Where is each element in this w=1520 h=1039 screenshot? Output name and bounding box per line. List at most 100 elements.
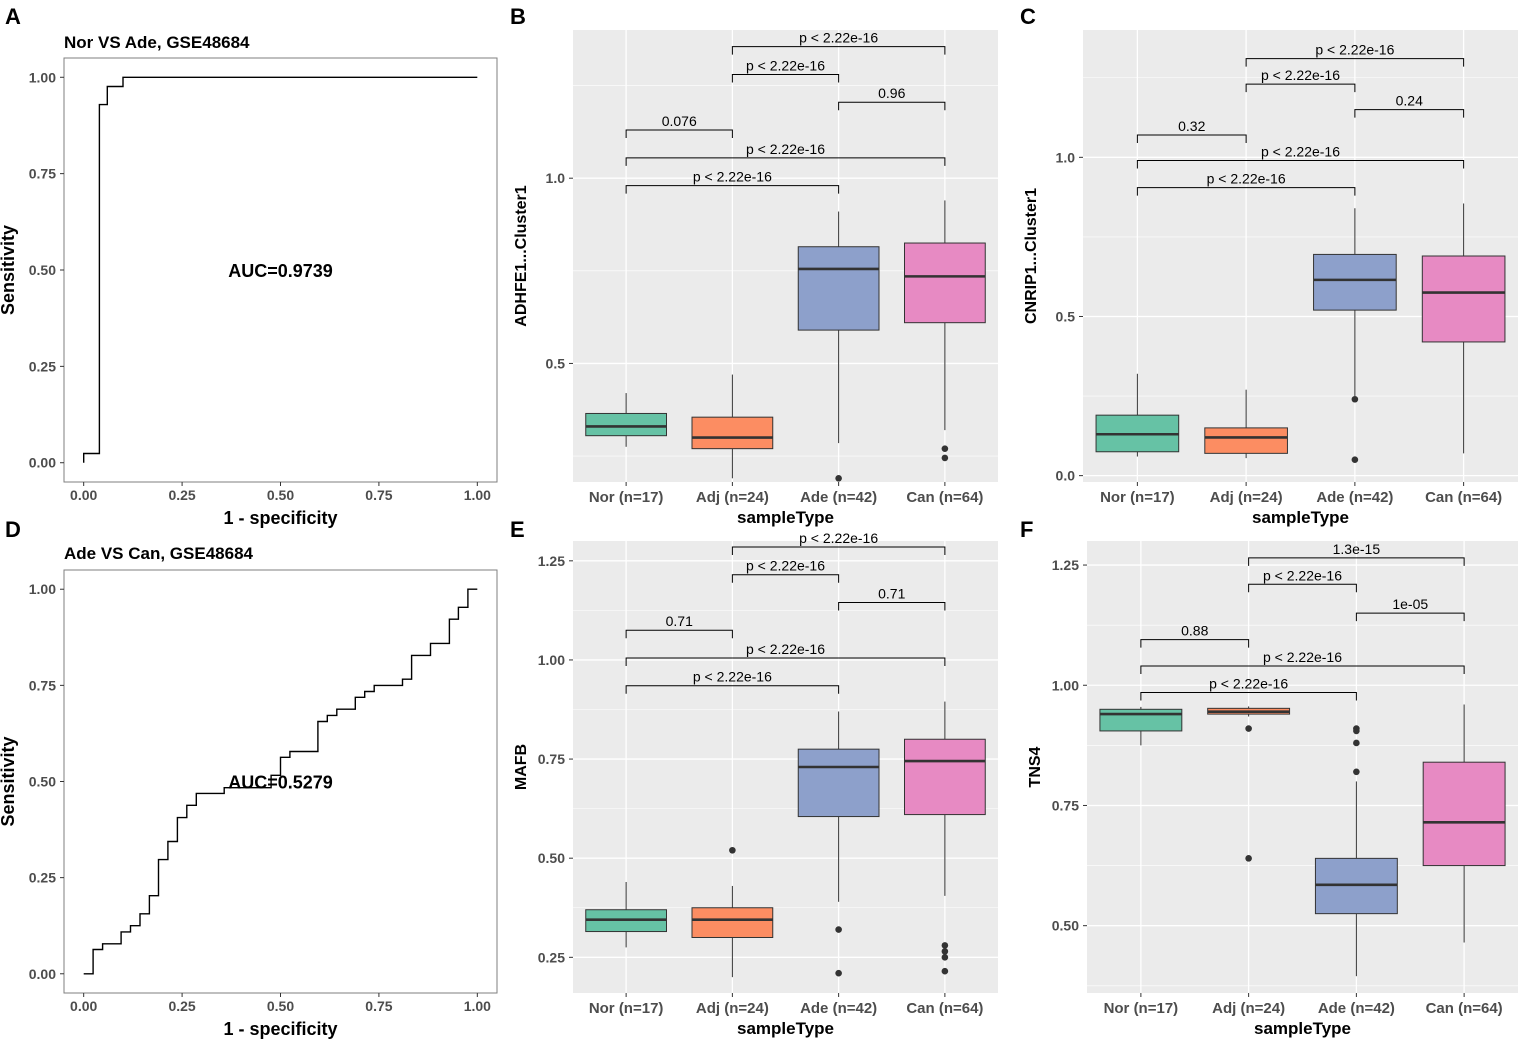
box-2 <box>691 846 774 978</box>
y-tick-label: 1.00 <box>538 652 565 668</box>
x-tick-label: 0.00 <box>70 998 97 1014</box>
comparison-bracket: 0.71 <box>625 613 733 639</box>
p-value-label: 0.71 <box>666 613 693 629</box>
box-3 <box>1313 208 1397 464</box>
p-value-label: p < 2.22e-16 <box>746 141 825 157</box>
bracket-line <box>731 73 840 83</box>
x-tick-label: Adj (n=24) <box>1212 1000 1285 1017</box>
box-3 <box>797 211 880 482</box>
y-tick-label: 1.25 <box>1052 557 1079 573</box>
box-4 <box>1422 704 1506 943</box>
bracket-line <box>1136 160 1465 169</box>
outlier-point <box>835 926 842 933</box>
y-axis-title: ADHFE1...Cluster1 <box>513 185 530 326</box>
box-body <box>1422 761 1506 867</box>
y-axis-title: Sensitivity <box>0 225 18 315</box>
x-tick-label: 1.00 <box>464 998 491 1014</box>
y-tick-label: 1.0 <box>1056 149 1076 165</box>
p-value-label: p < 2.22e-16 <box>799 530 878 546</box>
outlier-point <box>941 948 949 955</box>
bracket-line <box>1248 583 1357 593</box>
box-1 <box>1095 373 1180 457</box>
comparison-bracket: p < 2.22e-16 <box>731 30 946 55</box>
outlier-point <box>941 942 949 949</box>
outlier-point <box>941 967 949 975</box>
box-body <box>797 246 880 331</box>
box-body <box>904 738 986 816</box>
box-2 <box>691 374 774 479</box>
x-tick-label: 0.75 <box>365 487 392 503</box>
box-2 <box>1207 706 1291 862</box>
p-value-label: p < 2.22e-16 <box>1315 42 1394 58</box>
panel-label: E <box>510 517 525 542</box>
panel-e: E 0.25 0.50 0.75 1.00 1.25 p < 2.22e-16 p < 2.2… <box>510 517 998 1038</box>
x-tick-label: Ade (n=42) <box>1318 1000 1395 1017</box>
comparison-bracket: 0.24 <box>1354 93 1465 118</box>
box-3 <box>797 711 880 977</box>
comparison-bracket: p < 2.22e-16 <box>1140 675 1357 701</box>
y-tick-label: 0.75 <box>538 751 565 767</box>
y-tick-label: 0.00 <box>29 455 56 471</box>
y-tick-label: 0.0 <box>1056 468 1076 484</box>
auc-annotation: AUC=0.9739 <box>228 261 333 281</box>
x-tick-label: Nor (n=17) <box>589 489 664 506</box>
plot-frame <box>63 57 498 483</box>
y-tick-label: 0.5 <box>1056 308 1076 324</box>
box-2 <box>1204 389 1288 459</box>
outlier-point <box>835 969 842 977</box>
box-1 <box>585 881 667 948</box>
box-1 <box>585 393 667 447</box>
bracket-line <box>625 685 840 694</box>
outlier-point <box>835 474 842 482</box>
comparison-bracket: p < 2.22e-16 <box>1245 42 1465 67</box>
bracket-line <box>1245 83 1356 93</box>
bracket-line <box>1136 134 1247 144</box>
outlier-point <box>1353 727 1360 735</box>
outlier-point <box>941 954 949 961</box>
outlier-point <box>1245 855 1252 862</box>
bracket-line <box>1245 58 1465 67</box>
roc-curve <box>83 76 478 463</box>
x-tick-label: Can (n=64) <box>906 1000 983 1017</box>
p-value-label: 1.3e-15 <box>1333 541 1381 557</box>
box-4 <box>904 701 986 975</box>
panel-c: C 0.0 0.5 1.0 p < 2.22e-16 p < 2.22e-16 0.32 0.… <box>1020 4 1518 527</box>
box-body <box>797 748 880 818</box>
comparison-bracket: p < 2.22e-16 <box>625 669 840 694</box>
y-tick-label: 0.25 <box>29 870 56 886</box>
bracket-line <box>1140 639 1250 648</box>
comparison-bracket: 0.076 <box>625 113 733 139</box>
p-value-label: p < 2.22e-16 <box>746 641 825 657</box>
outlier-point <box>1351 456 1359 464</box>
x-tick-label: Can (n=64) <box>906 489 983 506</box>
p-value-label: p < 2.22e-16 <box>799 30 878 46</box>
box-3 <box>1314 725 1398 977</box>
plot-frame <box>63 569 498 994</box>
comparison-bracket: p < 2.22e-16 <box>1248 567 1357 593</box>
bracket-line <box>1140 665 1465 675</box>
comparison-bracket: 0.88 <box>1140 623 1250 648</box>
y-axis-title: Sensitivity <box>0 736 18 826</box>
x-tick-label: 0.50 <box>267 487 294 503</box>
x-axis-title: 1 - specificity <box>223 508 337 528</box>
bracket-line <box>625 629 733 639</box>
p-value-label: 0.24 <box>1396 93 1423 109</box>
y-tick-label: 1.00 <box>29 581 56 597</box>
p-value-label: p < 2.22e-16 <box>746 558 825 574</box>
y-tick-label: 1.00 <box>1052 677 1079 693</box>
panel-label: C <box>1020 4 1036 29</box>
auc-annotation: AUC=0.5279 <box>228 773 333 793</box>
comparison-bracket: p < 2.22e-16 <box>625 141 946 166</box>
p-value-label: 0.32 <box>1178 118 1205 134</box>
panel-label: D <box>5 517 21 542</box>
x-tick-label: Nor (n=17) <box>1104 1000 1179 1017</box>
outlier-point <box>1351 395 1359 403</box>
bracket-line <box>731 46 946 55</box>
box-body <box>691 416 774 450</box>
p-value-label: 0.076 <box>662 113 697 129</box>
box-body <box>585 412 667 437</box>
y-tick-label: 1.00 <box>29 69 56 85</box>
bracket-line <box>1140 691 1357 701</box>
x-tick-label: Ade (n=42) <box>800 1000 877 1017</box>
y-axis-title: TNS4 <box>1027 746 1044 787</box>
